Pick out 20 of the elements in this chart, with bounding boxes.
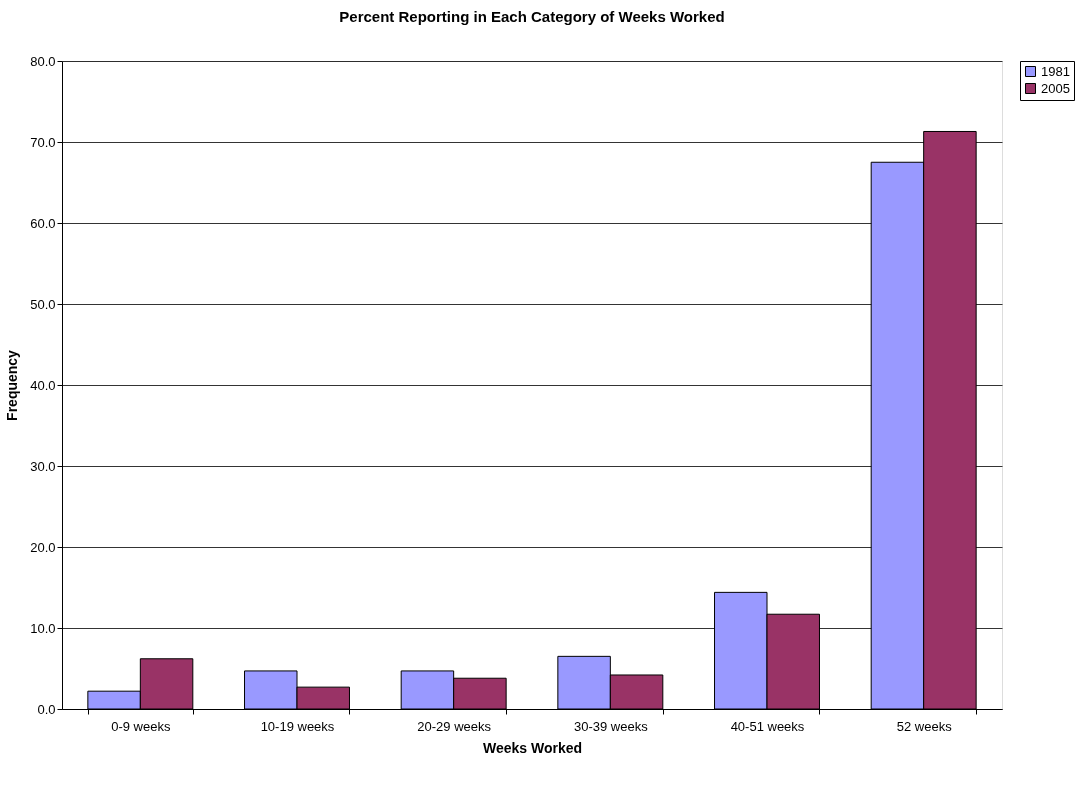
x-axis-title: Weeks Worked — [482, 739, 583, 756]
y-tick-label: 0.0 — [37, 701, 56, 717]
y-tick-label: 40.0 — [30, 377, 56, 393]
x-tick-label: 30-39 weeks — [573, 718, 649, 734]
x-tick-label: 40-51 weeks — [730, 718, 805, 734]
y-tick-label: 70.0 — [30, 134, 56, 150]
x-tick-label: 20-29 weeks — [417, 718, 492, 734]
x-tick-label: 52 weeks — [896, 718, 953, 734]
legend-label: 1981 — [1041, 63, 1070, 79]
y-tick-label: 30.0 — [30, 458, 56, 474]
x-tick-label: 10-19 weeks — [260, 718, 335, 734]
y-tick-label: 50.0 — [30, 296, 56, 312]
y-tick-label: 20.0 — [30, 539, 56, 555]
x-tick-label: 0-9 weeks — [111, 718, 171, 734]
chart-title: Percent Reporting in Each Category of Weeks Worked — [339, 8, 725, 25]
y-axis-title: Frequency — [4, 349, 21, 421]
legend-label: 2005 — [1041, 80, 1070, 96]
y-tick-label: 60.0 — [30, 215, 56, 231]
y-tick-label: 10.0 — [30, 620, 56, 636]
y-tick-label: 80.0 — [30, 53, 56, 69]
